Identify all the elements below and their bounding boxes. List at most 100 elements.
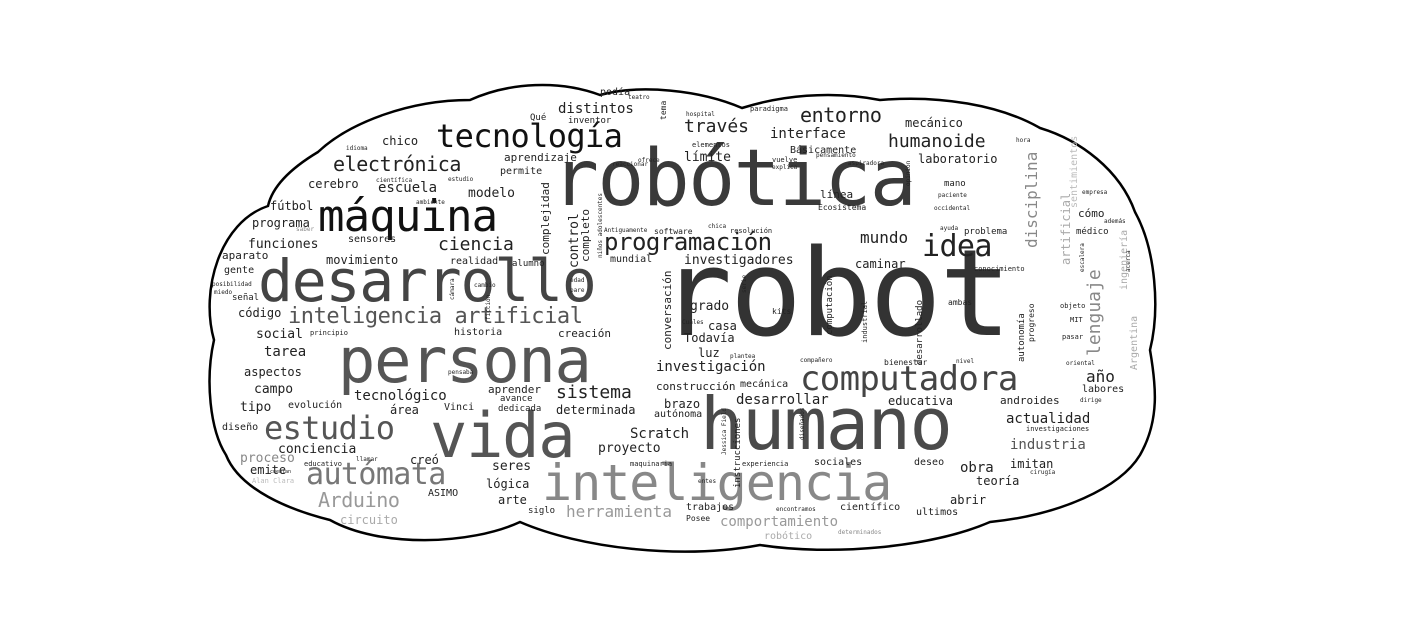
cloud-word: pensaba [448,369,474,376]
cloud-word: llamar [356,456,378,463]
cloud-word: sentimientos [1069,135,1080,208]
cloud-word: alumno [512,259,545,269]
cloud-word: serie [741,274,748,293]
cloud-word: avance [500,394,533,404]
cloud-word: Jessica Field [721,408,728,455]
cloud-word: imitan [1010,457,1054,471]
cloud-word: objeto [1060,302,1086,310]
cloud-word: autómata [306,457,446,492]
cloud-word: mundial [610,254,653,265]
cloud-word: investigaciones [1026,425,1090,433]
cloud-word: humano [700,382,953,466]
cloud-word: modelo [468,186,515,201]
cloud-word: límite [684,150,731,165]
cloud-word: casa [708,319,737,333]
cloud-word: actualidad [1006,411,1091,427]
cloud-word: posibilidad [212,281,252,288]
cloud-word: cirugía [1030,469,1056,476]
cloud-word: médico [1076,227,1109,237]
cloud-word: sensores [348,234,397,245]
cloud-word: línea [820,188,854,201]
cloud-word: determinados [838,529,882,536]
cloud-word: creación [558,327,611,340]
cloud-word: autónoma [654,409,703,420]
cloud-word: permite [500,166,543,177]
cloud-word: desarrollar [736,392,829,408]
cloud-word: obra [960,460,994,476]
cloud-word: disciplina [1022,151,1041,248]
cloud-word: desarrollado [915,299,925,365]
cloud-word: tecnológico [354,388,447,404]
cloud-word: persona [338,324,592,397]
cloud-word: Básicamente [790,145,857,156]
cloud-word: emite [250,463,287,477]
cloud-word: edad [570,277,585,284]
cloud-word: MIT [1070,316,1083,324]
cloud-word: historia [454,327,503,338]
cloud-word: luz [698,346,720,360]
cloud-word: tecnología [436,117,623,155]
cloud-word: aspectos [244,365,302,379]
cloud-word: distintos [558,101,634,117]
cloud-word: campo [254,382,294,397]
cloud-word: computación [825,275,835,335]
cloud-word: aprender [488,383,541,396]
cloud-word: interface [770,126,846,142]
cloud-word: autonomía [1017,313,1027,362]
cloud-word: occidental [934,205,971,212]
cloud-word: ofrece [638,157,660,164]
cloud-word: saber [296,226,315,233]
cloud-word: elementos [692,141,730,149]
cloud-word: área [390,403,419,417]
cloud-word: proyecto [598,441,661,456]
cloud-word: fútbol [270,199,314,213]
cloud-word: lógica [486,477,530,491]
cloud-word: conocimiento [974,265,1025,273]
cloud-word: Todavía [684,331,735,345]
cloud-word: mecánica [740,379,789,390]
cloud-word: maquinaria [630,460,673,468]
cloud-word: hora [1016,137,1031,144]
cloud-word: pensamiento [816,152,856,159]
cloud-word: kits [772,307,792,316]
cloud-word: abrir [950,493,987,507]
cloud-word: conversación [661,270,674,350]
cloud-word: proceso [240,451,295,466]
cloud-word: circuito [340,513,398,527]
cloud-word: gente [224,265,255,276]
cloud-word: estudio [448,176,474,183]
cloud-word: ficción [485,294,492,320]
cloud-word: inteligencia [542,454,892,512]
cloud-word: conciencia [278,442,357,457]
cloud-word: cambio [474,282,496,289]
cloud-word: aprendizaje [504,151,577,164]
cloud-word: inteligencia artificial [288,304,583,329]
cloud-word: siglo [528,506,556,516]
cloud-word: electrónica [333,152,462,176]
cloud-word: científica [376,177,413,184]
cloud-word: grado [690,299,730,314]
cloud-word: seres [492,459,532,474]
cloud-word: podía [600,87,631,98]
cloud-word: cámara [449,278,456,300]
cloud-word: aparato [222,249,269,262]
cloud-word: Alan Clara [252,477,295,485]
cloud-outline [208,83,1157,553]
cloud-word: Vinci [444,402,475,413]
cloud-word: bienestar [884,358,928,367]
cloud-word: complejidad [539,182,552,255]
cloud-word: arte [498,493,527,507]
cloud-word: funciones [248,237,319,252]
cloud-word: Antiguamente [604,227,648,234]
cloud-word: software [654,227,693,236]
cloud-word: entorno [800,103,882,127]
cloud-word: planteа [730,353,756,360]
cloud-word: computadora [800,359,1018,399]
cloud-word: trabajos [686,502,735,513]
cloud-word: inventor [568,116,612,126]
cloud-word: Cuáles [682,319,704,326]
cloud-word: educativo [304,460,342,468]
cloud-word: investigadores [684,253,794,268]
cloud-word: sociales [814,457,863,468]
